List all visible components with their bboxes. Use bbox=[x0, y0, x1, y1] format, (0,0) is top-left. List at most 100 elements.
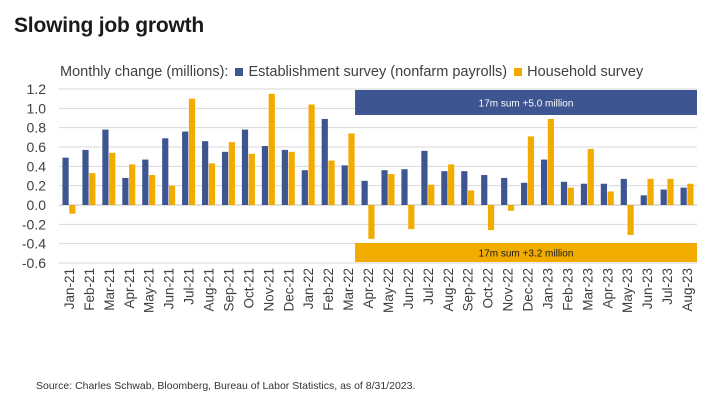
household-bar bbox=[268, 93, 275, 205]
y-tick-label: 0.8 bbox=[27, 120, 47, 136]
household-bar bbox=[228, 142, 235, 205]
y-tick-label: 1.2 bbox=[27, 81, 47, 97]
establishment-bar bbox=[461, 171, 468, 205]
x-tick-label: Sep-22 bbox=[461, 268, 476, 312]
y-tick-label: 0.4 bbox=[27, 158, 47, 174]
household-bar bbox=[109, 152, 116, 205]
household-bar bbox=[487, 205, 495, 231]
y-tick-label: 1.0 bbox=[27, 100, 47, 116]
establishment-bar bbox=[501, 177, 508, 205]
household-bar bbox=[468, 190, 475, 205]
x-tick-label: May-21 bbox=[142, 268, 157, 313]
y-tick-label: 0.2 bbox=[27, 178, 47, 194]
establishment-bar bbox=[321, 118, 328, 205]
x-tick-label: Mar-21 bbox=[102, 268, 117, 311]
establishment-bar bbox=[600, 183, 607, 205]
y-tick-label: -0.4 bbox=[22, 236, 46, 252]
x-tick-label: Nov-22 bbox=[501, 268, 516, 312]
establishment-bar bbox=[122, 177, 129, 205]
household-bar bbox=[129, 164, 136, 205]
x-tick-label: Apr-21 bbox=[122, 268, 137, 309]
y-tick-label: -0.6 bbox=[22, 255, 46, 271]
x-tick-label: Feb-23 bbox=[560, 268, 575, 311]
establishment-bar bbox=[620, 178, 627, 205]
establishment-bar bbox=[261, 146, 269, 205]
source-note: Source: Charles Schwab, Bloomberg, Burea… bbox=[36, 380, 416, 392]
x-tick-label: Feb-21 bbox=[82, 268, 97, 311]
establishment-bar bbox=[202, 141, 209, 205]
x-tick-label: Jun-22 bbox=[401, 268, 416, 309]
x-tick-label: Jun-21 bbox=[162, 268, 177, 309]
legend-label-establishment: Establishment survey (nonfarm payrolls) bbox=[248, 64, 508, 80]
household-bar bbox=[607, 191, 614, 205]
household-bar bbox=[69, 205, 76, 214]
establishment-bar bbox=[401, 169, 408, 205]
household-bar bbox=[89, 173, 96, 205]
x-tick-label: Dec-22 bbox=[521, 268, 536, 312]
establishment-bar bbox=[162, 138, 169, 205]
household-bar bbox=[687, 183, 694, 205]
x-tick-label: Sep-21 bbox=[221, 268, 236, 312]
household-bar bbox=[248, 153, 255, 205]
establishment-bar bbox=[481, 175, 488, 205]
x-tick-label: Aug-21 bbox=[202, 268, 217, 312]
x-tick-label: Aug-23 bbox=[680, 268, 695, 312]
x-tick-label: Mar-22 bbox=[341, 268, 356, 311]
household-bar bbox=[388, 174, 395, 205]
establishment-bar bbox=[680, 187, 687, 205]
x-tick-label: Dec-21 bbox=[281, 268, 296, 312]
x-tick-label: Oct-22 bbox=[481, 268, 496, 309]
establishment-bar bbox=[441, 171, 448, 205]
establishment-bar bbox=[361, 180, 368, 205]
household-sum-label: 17m sum +3.2 million bbox=[479, 249, 574, 260]
household-bar bbox=[308, 104, 315, 205]
household-bar bbox=[507, 205, 515, 211]
household-bar bbox=[587, 148, 594, 205]
x-tick-label: Jul-23 bbox=[660, 268, 675, 305]
establishment-bar bbox=[560, 181, 568, 205]
household-bar bbox=[448, 164, 455, 205]
x-tick-label: Feb-22 bbox=[321, 268, 336, 311]
x-tick-label: Jun-23 bbox=[640, 268, 655, 309]
y-tick-label: -0.2 bbox=[22, 216, 46, 232]
x-tick-label: May-22 bbox=[381, 268, 396, 313]
x-tick-label: Jan-21 bbox=[62, 268, 77, 309]
establishment-bar bbox=[540, 159, 548, 205]
x-tick-label: Apr-22 bbox=[361, 268, 376, 309]
household-bar bbox=[567, 187, 574, 205]
establishment-bar bbox=[241, 129, 249, 205]
legend-swatch-establishment bbox=[235, 68, 244, 76]
establishment-bar bbox=[521, 182, 528, 205]
x-tick-label: Aug-22 bbox=[441, 268, 456, 312]
household-bar bbox=[547, 118, 554, 205]
household-bar bbox=[667, 178, 674, 205]
household-bar bbox=[408, 205, 415, 230]
establishment-bar bbox=[221, 151, 229, 205]
establishment-bar bbox=[182, 131, 189, 205]
establishment-bar bbox=[421, 150, 428, 205]
x-tick-label: Jan-23 bbox=[540, 268, 555, 309]
x-tick-label: Jan-22 bbox=[301, 268, 316, 309]
household-bar bbox=[149, 175, 156, 205]
household-bar bbox=[188, 98, 196, 205]
establishment-sum-band bbox=[355, 90, 697, 115]
x-tick-label: Nov-21 bbox=[261, 268, 276, 312]
x-tick-label: Apr-23 bbox=[600, 268, 615, 309]
household-bar bbox=[428, 184, 435, 205]
x-tick-label: Oct-21 bbox=[241, 268, 256, 309]
x-tick-label: Mar-23 bbox=[580, 268, 595, 311]
establishment-bar bbox=[62, 157, 69, 205]
household-bar bbox=[627, 205, 634, 235]
household-bar bbox=[168, 185, 176, 205]
establishment-bar bbox=[640, 195, 647, 205]
legend-swatch-household bbox=[514, 68, 523, 76]
x-tick-label: Jul-21 bbox=[182, 268, 197, 305]
establishment-bar bbox=[580, 183, 588, 205]
establishment-bar bbox=[341, 165, 348, 205]
legend-prefix: Monthly change (millions): bbox=[60, 64, 229, 80]
establishment-bar bbox=[82, 149, 89, 205]
establishment-sum-label: 17m sum +5.0 million bbox=[479, 99, 574, 110]
chart-title: Slowing job growth bbox=[14, 14, 205, 37]
establishment-bar bbox=[660, 189, 667, 205]
